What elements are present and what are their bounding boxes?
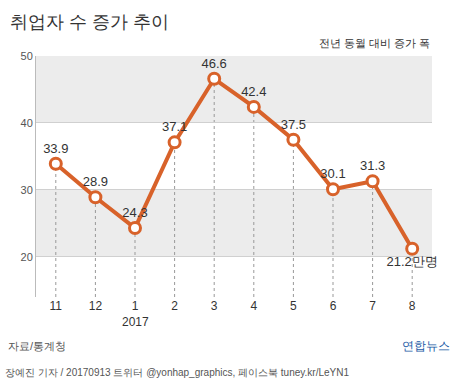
svg-text:장예진 기자 / 20170913 트위터 @yonhap_: 장예진 기자 / 20170913 트위터 @yonhap_graphics, … — [5, 367, 349, 378]
svg-text:6: 6 — [330, 299, 337, 313]
svg-text:취업자 수 증가 추이: 취업자 수 증가 추이 — [10, 12, 169, 32]
svg-text:7: 7 — [369, 299, 376, 313]
svg-text:21.2만명: 21.2만명 — [387, 254, 438, 269]
svg-text:37.5: 37.5 — [281, 117, 306, 132]
svg-text:전년 동월 대비 증가 폭: 전년 동월 대비 증가 폭 — [319, 37, 430, 49]
svg-text:33.9: 33.9 — [43, 141, 68, 156]
svg-text:11: 11 — [50, 299, 63, 313]
svg-text:12: 12 — [89, 299, 103, 313]
svg-text:1: 1 — [132, 299, 139, 313]
svg-text:37.1: 37.1 — [162, 119, 187, 134]
svg-text:2017: 2017 — [122, 315, 149, 329]
svg-text:46.6: 46.6 — [202, 56, 227, 71]
svg-text:8: 8 — [409, 299, 416, 313]
svg-text:20: 20 — [21, 251, 33, 263]
svg-text:31.3: 31.3 — [360, 158, 385, 173]
svg-text:자료/통계청: 자료/통계청 — [8, 340, 66, 352]
svg-text:24.3: 24.3 — [122, 205, 147, 220]
svg-text:2: 2 — [171, 299, 178, 313]
svg-text:5: 5 — [290, 299, 297, 313]
svg-text:30.1: 30.1 — [320, 166, 345, 181]
svg-text:42.4: 42.4 — [241, 84, 266, 99]
svg-text:30: 30 — [21, 184, 33, 196]
svg-text:연합뉴스: 연합뉴스 — [402, 339, 450, 353]
svg-text:40: 40 — [21, 117, 33, 129]
svg-text:28.9: 28.9 — [83, 174, 108, 189]
svg-text:3: 3 — [211, 299, 218, 313]
svg-text:50: 50 — [21, 50, 33, 62]
svg-text:4: 4 — [250, 299, 257, 313]
